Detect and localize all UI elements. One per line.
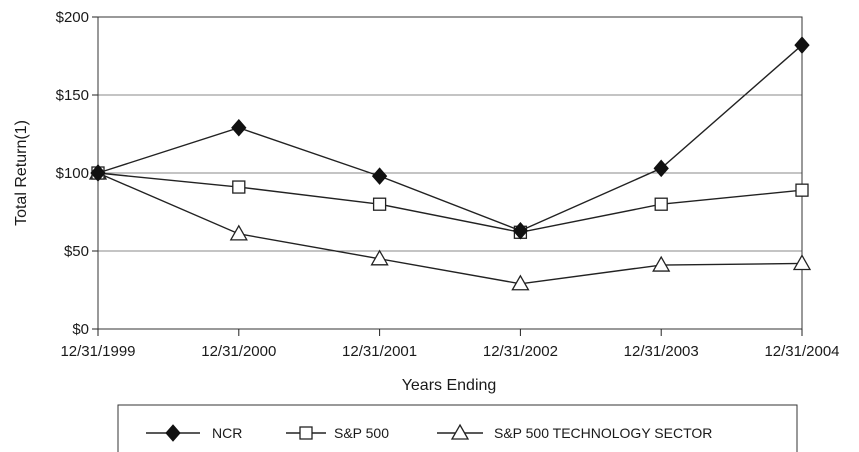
data-point — [653, 159, 669, 178]
data-point — [794, 36, 810, 54]
legend-marker — [299, 426, 313, 440]
y-tick-labels: $0 $50 $100 $150 $200 — [56, 9, 89, 338]
data-point — [654, 197, 668, 211]
data-point — [229, 224, 248, 241]
data-point — [231, 119, 247, 137]
data-point — [652, 255, 671, 272]
x-tick-label: 12/31/2001 — [342, 343, 417, 360]
data-point — [795, 183, 809, 197]
series-2 — [88, 163, 812, 291]
x-tick-label: 12/31/2002 — [483, 343, 558, 360]
legend-item: S&P 500 — [286, 425, 389, 441]
legend-label: NCR — [212, 425, 242, 441]
legend-marker — [450, 423, 470, 440]
y-tick-label: $200 — [56, 9, 89, 26]
y-tick-label: $150 — [56, 87, 89, 104]
data-point — [370, 249, 389, 266]
y-tick-label: $50 — [64, 243, 89, 260]
data-point — [232, 180, 246, 194]
series-line — [97, 172, 803, 233]
x-tick-labels: 12/31/1999 12/31/2000 12/31/2001 12/31/2002… — [60, 343, 839, 360]
legend-items: NCR S&P 500 S&P 500 TECHNOLOGY SECTOR — [146, 423, 712, 442]
series-line — [97, 172, 803, 285]
data-point — [371, 167, 388, 185]
legend-item: S&P 500 TECHNOLOGY SECTOR — [437, 423, 712, 441]
y-axis-title: Total Return(1) — [13, 120, 30, 226]
y-tick-label: $0 — [72, 321, 89, 338]
grid-lines — [98, 16, 802, 252]
x-axis-title: Years Ending — [402, 377, 497, 394]
x-tick-label: 12/31/2004 — [764, 343, 839, 360]
data-point — [792, 254, 812, 271]
x-tick-label: 12/31/2003 — [624, 343, 699, 360]
y-tick-label: $100 — [56, 165, 89, 182]
x-tick-label: 12/31/1999 — [60, 343, 135, 360]
legend-item: NCR — [146, 424, 242, 442]
series-line — [97, 44, 803, 232]
data-point — [511, 274, 530, 291]
data-point — [90, 164, 106, 182]
series-0 — [90, 36, 810, 240]
legend-box — [117, 404, 798, 452]
data-point — [372, 197, 387, 211]
legend-label: S&P 500 — [334, 425, 389, 441]
legend: NCR S&P 500 S&P 500 TECHNOLOGY SECTOR — [117, 404, 798, 452]
x-tick-label: 12/31/2000 — [201, 343, 276, 360]
series-lines — [88, 36, 812, 291]
data-point — [512, 221, 529, 240]
axes — [92, 16, 803, 336]
legend-label: S&P 500 TECHNOLOGY SECTOR — [494, 425, 712, 441]
series-1 — [91, 166, 809, 239]
legend-marker — [165, 424, 181, 442]
